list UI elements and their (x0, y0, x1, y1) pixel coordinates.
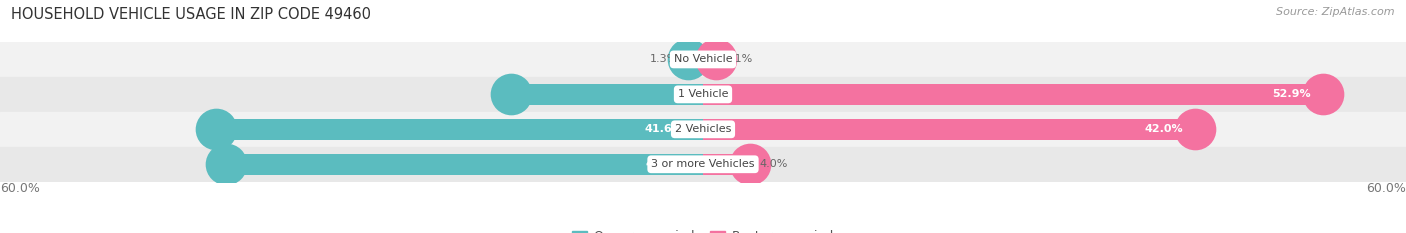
Text: HOUSEHOLD VEHICLE USAGE IN ZIP CODE 49460: HOUSEHOLD VEHICLE USAGE IN ZIP CODE 4946… (11, 7, 371, 22)
Text: 60.0%: 60.0% (1367, 182, 1406, 195)
Bar (688, 49, 703, 70)
Bar (0, 42, 1406, 77)
Text: 1 Vehicle: 1 Vehicle (678, 89, 728, 99)
Bar (0, 112, 1406, 147)
Bar (703, 49, 716, 70)
Bar (703, 84, 1323, 105)
Bar (510, 84, 703, 105)
Bar (703, 154, 749, 175)
Bar (226, 154, 703, 175)
Text: 42.0%: 42.0% (1144, 124, 1184, 134)
Text: No Vehicle: No Vehicle (673, 55, 733, 64)
Text: 1.1%: 1.1% (725, 55, 754, 64)
Bar (215, 119, 703, 140)
Bar (0, 77, 1406, 112)
Text: 60.0%: 60.0% (0, 182, 39, 195)
Text: 2 Vehicles: 2 Vehicles (675, 124, 731, 134)
Text: Source: ZipAtlas.com: Source: ZipAtlas.com (1277, 7, 1395, 17)
Text: 40.7%: 40.7% (645, 159, 685, 169)
Text: 1.3%: 1.3% (650, 55, 678, 64)
Text: 52.9%: 52.9% (1272, 89, 1312, 99)
Text: 41.6%: 41.6% (644, 124, 683, 134)
Legend: Owner-occupied, Renter-occupied: Owner-occupied, Renter-occupied (568, 225, 838, 233)
Text: 16.4%: 16.4% (681, 89, 718, 99)
Bar (0, 147, 1406, 182)
Text: 4.0%: 4.0% (759, 159, 787, 169)
Bar (703, 119, 1195, 140)
Text: 3 or more Vehicles: 3 or more Vehicles (651, 159, 755, 169)
